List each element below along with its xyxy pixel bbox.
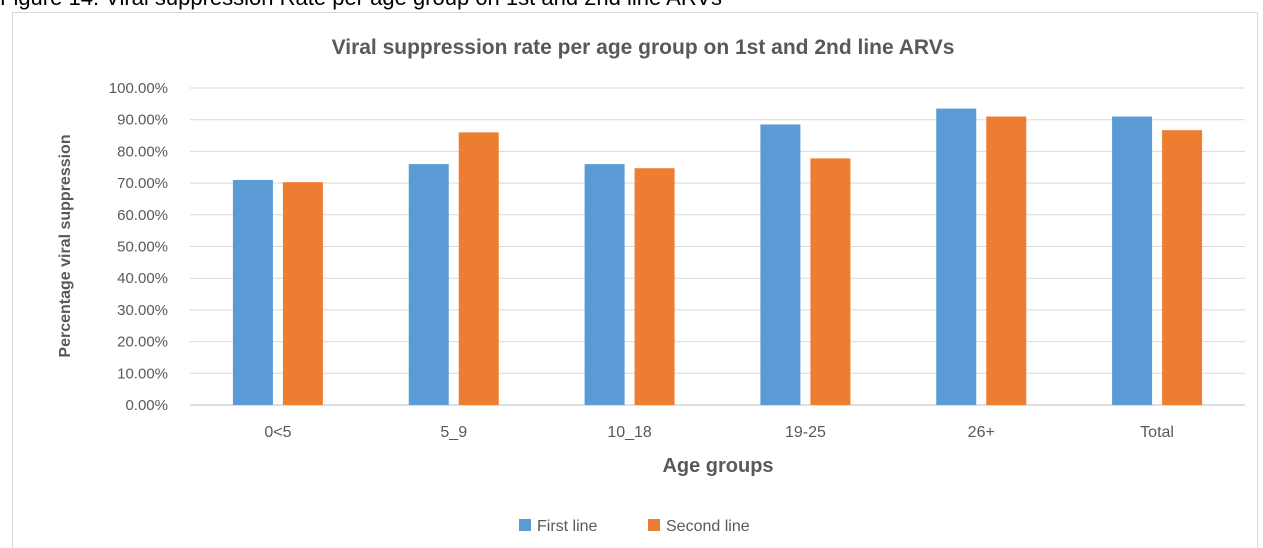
x-tick-label: 19-25: [785, 424, 826, 441]
y-tick-label: 10.00%: [117, 365, 168, 382]
x-tick-label: 5_9: [440, 424, 467, 441]
y-tick-label: 80.00%: [117, 143, 168, 160]
bar-second-line: [1162, 130, 1203, 405]
chart-title: Viral suppression rate per age group on …: [332, 36, 955, 59]
bar-first-line: [936, 108, 977, 405]
bar-first-line: [584, 164, 625, 405]
x-tick-label: 26+: [968, 424, 995, 441]
chart-frame: [12, 12, 1258, 548]
bars: [232, 108, 1203, 405]
legend: First line Second line: [519, 518, 750, 535]
bar-first-line: [408, 164, 449, 405]
legend-label: Second line: [666, 518, 750, 535]
bar-first-line: [232, 179, 273, 405]
legend-label: First line: [537, 518, 598, 535]
y-tick-label: 100.00%: [109, 80, 168, 97]
y-tick-label: 40.00%: [117, 270, 168, 287]
gridlines: [190, 87, 1245, 406]
figure-caption: Figure 14: Viral suppression Rate per ag…: [0, 0, 1263, 10]
bar-first-line: [760, 124, 801, 405]
bar-second-line: [810, 158, 851, 405]
x-tick-label: Total: [1140, 424, 1174, 441]
bar-second-line: [634, 168, 675, 405]
y-axis-ticks: 0.00% 10.00% 20.00% 30.00% 40.00% 50.00% 60.00…: [109, 80, 168, 414]
y-tick-label: 90.00%: [117, 112, 168, 129]
x-axis-title: Age groups: [662, 455, 773, 477]
bar-second-line: [282, 182, 323, 405]
legend-swatch: [648, 519, 660, 531]
y-tick-label: 70.00%: [117, 175, 168, 192]
y-tick-label: 60.00%: [117, 207, 168, 224]
x-axis-categories: 0<5 5_9 10_18 19-25 26+ Total: [264, 424, 1174, 441]
bar-first-line: [1112, 116, 1153, 405]
x-tick-label: 10_18: [607, 424, 652, 441]
bar-second-line: [986, 116, 1027, 405]
legend-swatch: [519, 519, 531, 531]
y-axis-title: Percentage viral suppression: [57, 134, 74, 357]
y-tick-label: 20.00%: [117, 334, 168, 351]
y-tick-label: 50.00%: [117, 239, 168, 256]
y-tick-label: 0.00%: [125, 397, 168, 414]
bar-second-line: [458, 132, 499, 405]
x-tick-label: 0<5: [264, 424, 291, 441]
y-tick-label: 30.00%: [117, 302, 168, 319]
